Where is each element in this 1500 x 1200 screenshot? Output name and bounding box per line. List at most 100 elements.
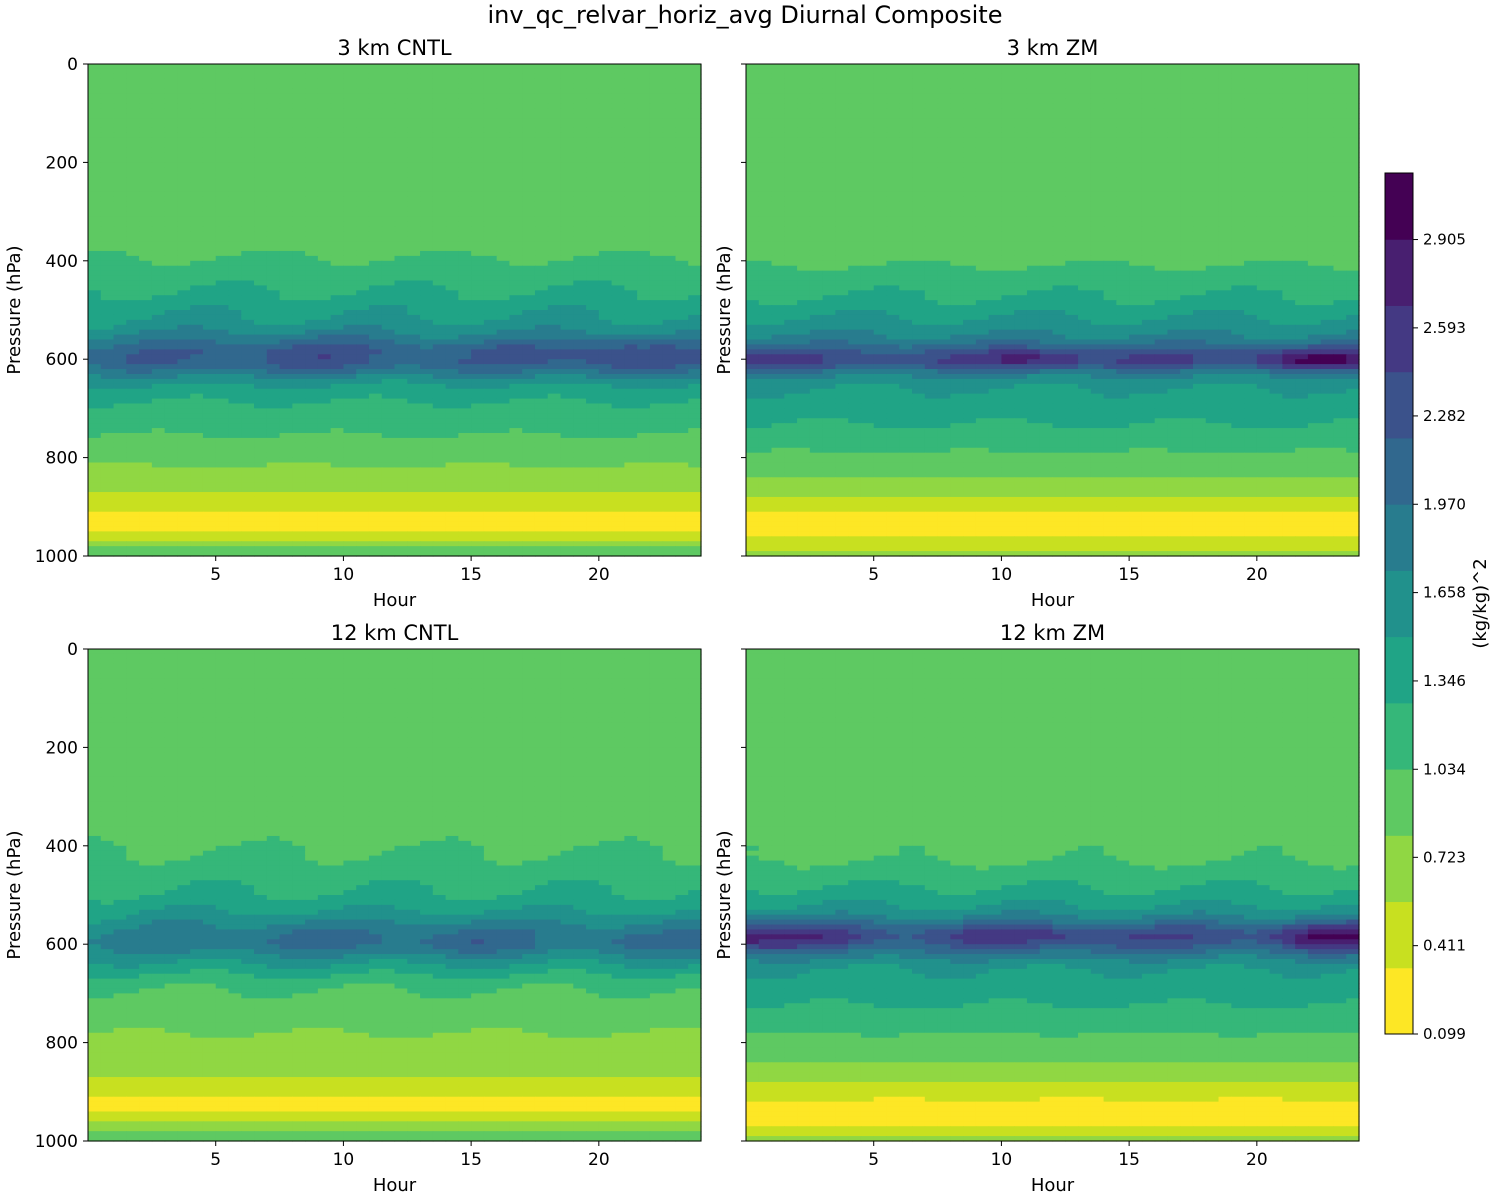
field-cell — [547, 447, 562, 454]
field-cell — [356, 388, 370, 395]
field-cell — [317, 123, 332, 129]
field-cell — [381, 373, 396, 380]
field-cell — [496, 462, 511, 469]
field-cell — [215, 329, 230, 336]
field-cell — [445, 339, 459, 346]
field-cell — [496, 467, 511, 473]
field-cell — [317, 246, 332, 252]
field-cell — [343, 339, 357, 346]
field-cell — [126, 408, 140, 414]
field-cell — [420, 300, 434, 306]
field-cell — [381, 68, 396, 75]
field-cell — [649, 255, 664, 262]
field-cell — [407, 157, 421, 163]
field-cell — [649, 418, 664, 424]
field-cell — [228, 280, 242, 286]
field-cell — [624, 191, 638, 198]
field-cell — [394, 388, 408, 395]
field-cell — [496, 310, 511, 316]
field-cell — [100, 98, 115, 104]
field-cell — [317, 201, 332, 208]
field-cell — [509, 290, 523, 296]
field-cell — [394, 147, 408, 154]
field-cell — [202, 231, 217, 237]
field-cell — [151, 506, 166, 513]
field-cell — [407, 201, 421, 208]
field-cell — [1333, 68, 1347, 75]
field-cell — [586, 506, 600, 513]
field-cell — [266, 462, 281, 469]
field-cell — [330, 285, 345, 291]
field-cell — [496, 260, 511, 267]
field-cell — [534, 270, 549, 277]
field-cell — [215, 300, 230, 306]
field-cell — [356, 413, 370, 419]
field-cell — [458, 462, 472, 469]
field-cell — [330, 359, 345, 365]
field-cell — [151, 187, 166, 193]
field-cell — [317, 437, 332, 444]
field-cell — [432, 182, 447, 188]
field-cell — [496, 137, 511, 144]
field-cell — [279, 68, 293, 75]
field-cell — [190, 275, 204, 282]
field-cell — [611, 403, 625, 409]
field-cell — [509, 162, 523, 168]
field-cell — [317, 492, 332, 498]
field-cell — [611, 68, 625, 75]
field-cell — [458, 68, 472, 75]
field-cell — [547, 482, 562, 488]
field-cell — [215, 182, 230, 188]
field-cell — [420, 526, 434, 532]
field-cell — [522, 546, 536, 552]
field-cell — [228, 137, 242, 144]
field-cell — [126, 349, 140, 355]
field-cell — [522, 349, 536, 355]
field-cell — [151, 314, 166, 321]
field-cell — [496, 413, 511, 419]
field-cell — [675, 78, 689, 85]
field-cell — [522, 260, 536, 267]
field-cell — [279, 373, 293, 380]
field-cell — [356, 260, 370, 267]
field-cell — [151, 388, 166, 395]
field-cell — [279, 187, 293, 193]
field-cell — [343, 319, 357, 326]
field-cell — [1154, 64, 1169, 70]
field-cell — [330, 300, 345, 306]
field-cell — [177, 413, 191, 419]
field-cell — [151, 364, 166, 370]
field-cell — [343, 442, 357, 449]
field-cell — [611, 521, 625, 528]
field-cell — [471, 64, 485, 70]
field-cell — [458, 516, 472, 523]
field-cell — [560, 108, 574, 114]
field-cell — [483, 137, 498, 144]
field-cell — [317, 305, 332, 311]
field-cell — [292, 531, 306, 537]
field-cell — [190, 428, 204, 434]
field-cell — [662, 383, 677, 390]
field-cell — [266, 113, 281, 119]
field-cell — [190, 383, 204, 390]
field-cell — [611, 103, 625, 109]
field-cell — [483, 108, 498, 114]
field-cell — [343, 369, 357, 375]
field-cell — [305, 398, 319, 405]
field-cell — [305, 526, 319, 532]
field-cell — [688, 147, 702, 154]
field-cell — [381, 172, 396, 178]
field-cell — [432, 334, 447, 341]
field-cell — [637, 255, 651, 262]
field-cell — [266, 472, 281, 478]
field-cell — [126, 442, 140, 449]
field-cell — [688, 349, 702, 355]
field-cell — [573, 511, 587, 518]
field-cell — [483, 452, 498, 459]
field-cell — [534, 172, 549, 178]
field-cell — [151, 349, 166, 355]
field-cell — [586, 359, 600, 365]
field-cell — [432, 142, 447, 149]
field-cell — [522, 290, 536, 296]
field-cell — [534, 118, 549, 124]
